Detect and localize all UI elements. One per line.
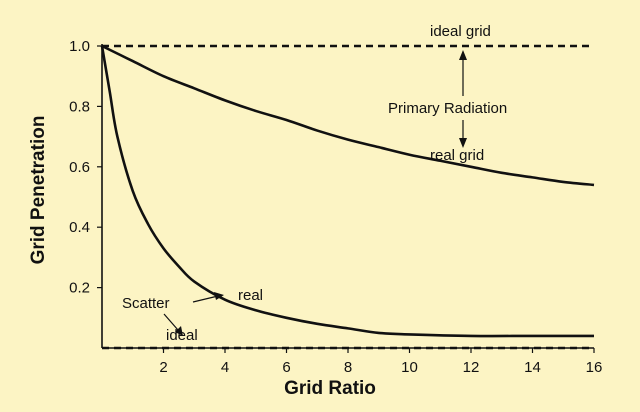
y-ticks: 0.2 0.4 0.6 0.8 1.0 bbox=[69, 38, 102, 297]
y-tick-label: 1.0 bbox=[69, 38, 90, 55]
x-axis-title: Grid Ratio bbox=[284, 378, 376, 399]
primary-radiation-arrow bbox=[459, 50, 467, 148]
x-tick-label: 12 bbox=[463, 359, 480, 376]
annotation-real-grid: real grid bbox=[430, 147, 484, 164]
x-tick-label: 4 bbox=[221, 359, 229, 376]
y-tick-label: 0.8 bbox=[69, 98, 90, 115]
annotation-primary-radiation: Primary Radiation bbox=[388, 100, 507, 117]
annotation-real: real bbox=[238, 287, 263, 304]
annotation-ideal: ideal bbox=[166, 327, 198, 344]
series-group bbox=[100, 44, 595, 350]
scatter-ideal-pointer bbox=[163, 313, 183, 336]
scatter-real-pointer bbox=[192, 292, 224, 303]
annotation-ideal-grid: ideal grid bbox=[430, 23, 491, 40]
y-axis-title: Grid Penetration bbox=[28, 116, 49, 265]
x-tick-label: 16 bbox=[586, 359, 603, 376]
series-line-real-grid bbox=[101, 44, 595, 187]
x-ticks: 2 4 6 8 10 12 14 16 bbox=[159, 348, 602, 376]
y-tick-label: 0.6 bbox=[69, 159, 90, 176]
x-tick-label: 8 bbox=[344, 359, 352, 376]
x-tick-label: 2 bbox=[159, 359, 167, 376]
x-tick-label: 14 bbox=[524, 359, 541, 376]
series-line-scatter-real bbox=[100, 45, 594, 338]
y-tick-label: 0.4 bbox=[69, 219, 90, 236]
x-tick-label: 10 bbox=[401, 359, 418, 376]
annotation-scatter: Scatter bbox=[122, 295, 170, 312]
y-tick-label: 0.2 bbox=[69, 280, 90, 297]
x-tick-label: 6 bbox=[282, 359, 290, 376]
